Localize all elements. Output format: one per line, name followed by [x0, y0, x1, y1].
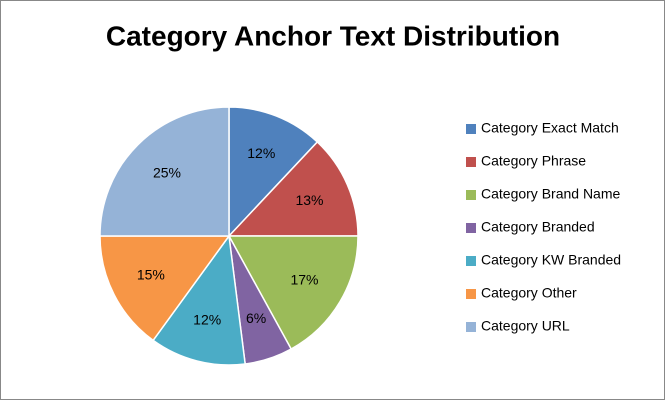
legend-swatch [466, 223, 476, 233]
legend-label: Category Exact Match [481, 120, 619, 136]
data-label: 25% [153, 165, 181, 181]
legend-label: Category Phrase [481, 153, 586, 169]
legend-label: Category Branded [481, 219, 595, 235]
pie-slice [227, 140, 359, 237]
pie-slice [227, 235, 359, 351]
legend-swatch [466, 124, 476, 134]
data-label: 17% [290, 271, 318, 287]
legend-swatch [466, 322, 476, 332]
data-label: 15% [137, 267, 165, 283]
legend-swatch [466, 157, 476, 167]
pie-slice [99, 235, 231, 342]
pie-slice [152, 234, 247, 366]
legend-label: Category Brand Name [481, 186, 621, 202]
legend-swatch [466, 256, 476, 266]
legend-swatch [466, 190, 476, 200]
data-label: 12% [193, 312, 221, 328]
data-label: 13% [295, 192, 323, 208]
data-label: 6% [246, 310, 266, 326]
pie-slice [228, 106, 319, 238]
legend-label: Category KW Branded [481, 252, 621, 268]
legend-label: Category Other [481, 285, 577, 301]
chart-title: Category Anchor Text Distribution [106, 20, 560, 51]
legend-swatch [466, 289, 476, 299]
legend-label: Category URL [481, 318, 570, 334]
data-label: 12% [247, 145, 275, 161]
pie-slice [99, 106, 230, 237]
